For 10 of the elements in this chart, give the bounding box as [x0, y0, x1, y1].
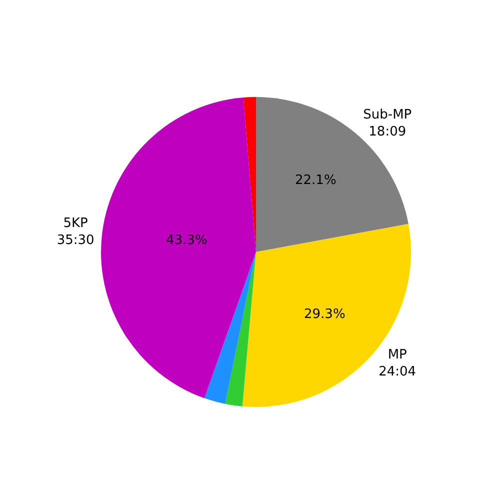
- slice-label: Sub-MP 18:09: [363, 108, 412, 140]
- slice-label: 5KP 35:30: [56, 216, 94, 248]
- data-label: 43.3%: [166, 233, 208, 248]
- pie-slice: [204, 252, 256, 404]
- pie-slice: [101, 98, 256, 398]
- data-label: 22.1%: [295, 173, 336, 188]
- pie-slice: [243, 97, 256, 252]
- data-label: 29.3%: [304, 307, 346, 322]
- slice-label: MP 24:04: [378, 348, 416, 380]
- pie-slice: [225, 252, 256, 406]
